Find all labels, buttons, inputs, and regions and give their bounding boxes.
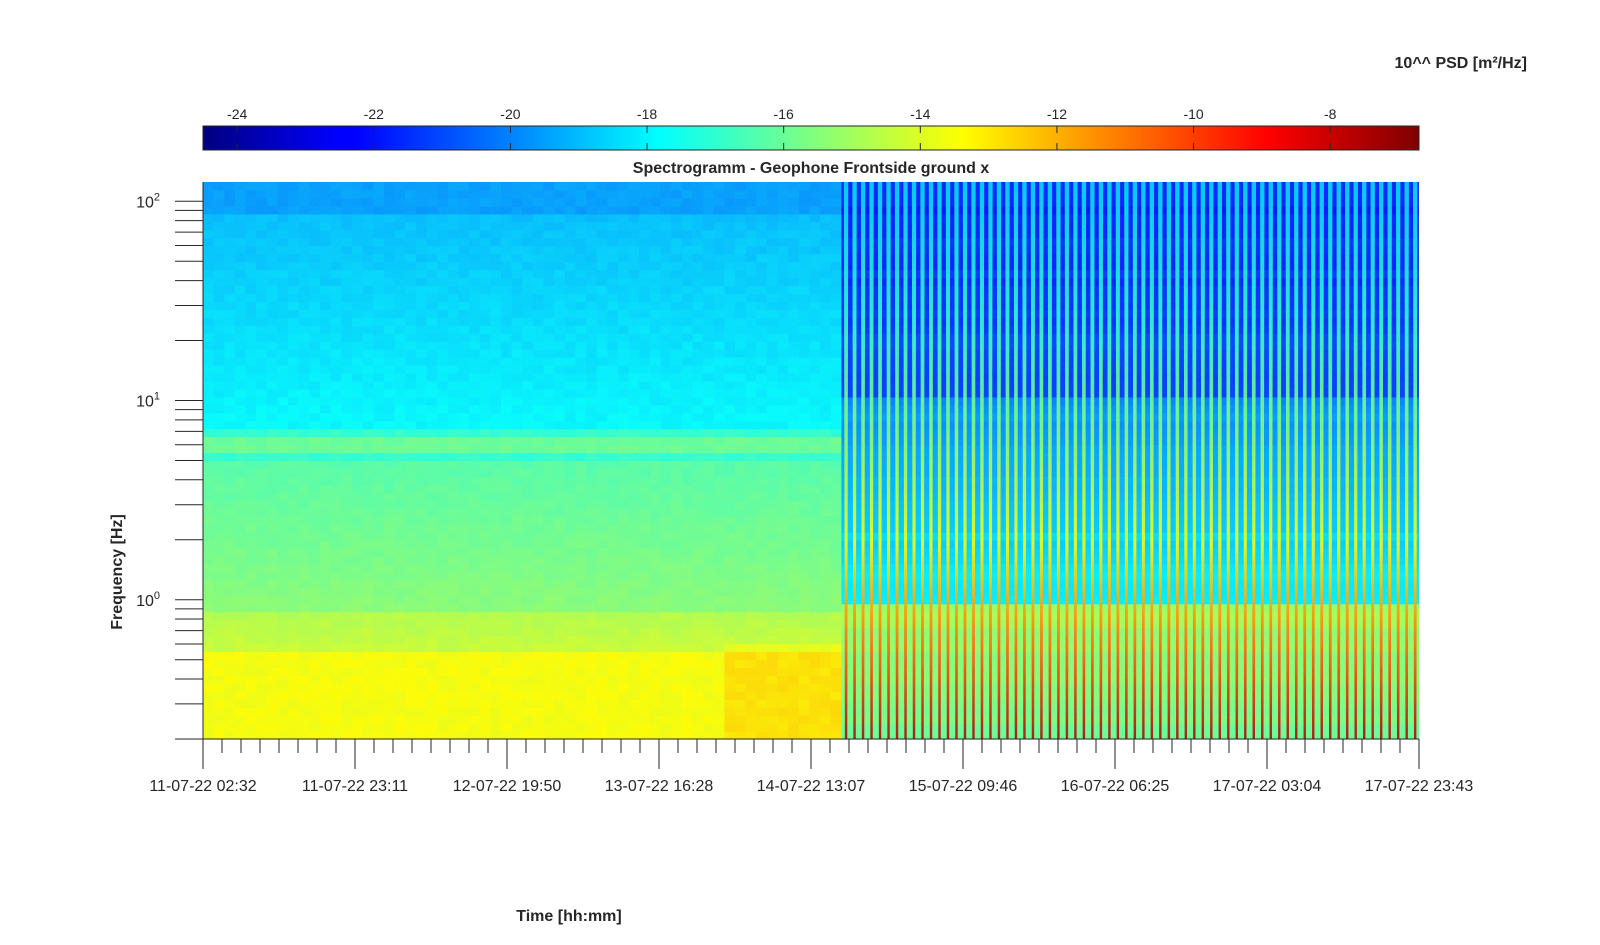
chart-title: Spectrogramm - Geophone Frontside ground…: [633, 160, 990, 177]
colorbar-tick-label: -22: [364, 106, 384, 122]
colorbar-ticks: -24 -22 -20 -18 -16 -14 -12 -10 -8: [227, 106, 1337, 150]
colorbar-tick-label: -16: [774, 106, 794, 122]
colorbar-tick-label: -10: [1183, 106, 1203, 122]
x-tick-label: 14-07-22 13:07: [757, 778, 866, 795]
colorbar-tick-label: -14: [910, 106, 930, 122]
colorbar-tick-label: -8: [1324, 106, 1337, 122]
colorbar-tick-label: -12: [1047, 106, 1067, 122]
y-tick-label: 102: [136, 191, 160, 211]
x-tick-label: 16-07-22 06:25: [1061, 778, 1170, 795]
heatmap-grain: [203, 182, 1419, 739]
colorbar-tick-label: -20: [500, 106, 520, 122]
colorbar-label: 10^^ PSD [m²/Hz]: [1395, 55, 1527, 72]
x-tick-label: 12-07-22 19:50: [453, 778, 562, 795]
y-tick-label: 100: [136, 590, 160, 610]
x-tick-label: 11-07-22 02:32: [149, 778, 256, 795]
heatmap: [203, 182, 1419, 740]
x-tick-label: 15-07-22 09:46: [909, 778, 1018, 795]
colorbar-tick-label: -24: [227, 106, 247, 122]
y-axis: 100 101 102: [136, 182, 204, 740]
x-tick-label: 17-07-22 23:43: [1365, 778, 1474, 795]
x-tick-label: 13-07-22 16:28: [605, 778, 714, 795]
colorbar: -24 -22 -20 -18 -16 -14 -12 -10 -8 10^^ PSD [m²/…: [202, 55, 1527, 151]
x-tick-label: 17-07-22 03:04: [1213, 778, 1322, 795]
y-tick-label: 101: [136, 391, 160, 411]
y-axis-label: Frequency [Hz]: [109, 514, 126, 630]
colorbar-tick-label: -18: [637, 106, 657, 122]
x-axis: 11-07-22 02:32 11-07-22 23:11 12-07-22 19:…: [149, 738, 1474, 795]
x-axis-label: Time [hh:mm]: [516, 908, 621, 925]
x-tick-label: 11-07-22 23:11: [302, 778, 408, 795]
colorbar-bar: [202, 125, 1420, 151]
